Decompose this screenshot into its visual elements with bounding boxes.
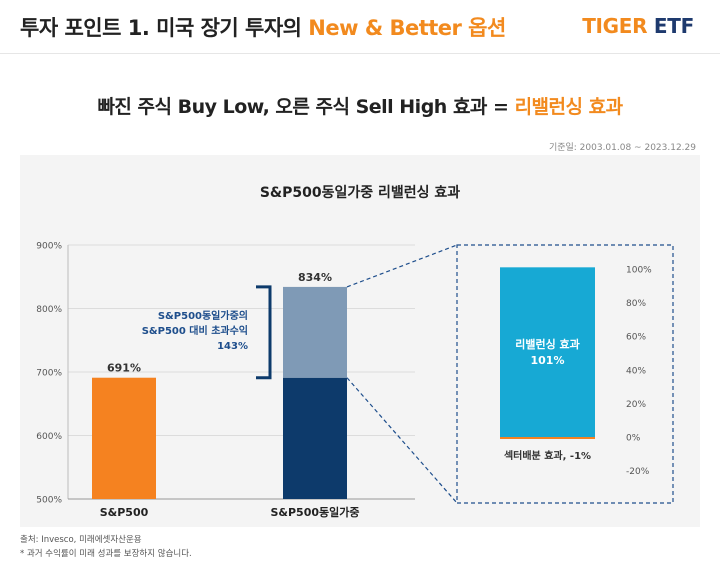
data-label-sp500: 691% <box>107 362 141 375</box>
data-label-equal-weight: 834% <box>298 271 332 284</box>
y2-tick-label: 80% <box>626 299 646 309</box>
logo-etf-text: ETF <box>647 14 694 38</box>
chart-panel: S&P500동일가중 리밸런싱 효과 500% 600% 700% 800% 900% 69… <box>20 155 700 527</box>
y-tick-label: 600% <box>36 432 62 442</box>
brand-logo: TIGER ETF <box>582 14 694 38</box>
headline-accent: 리밸런싱 효과 <box>514 96 624 118</box>
bar-sp500 <box>92 377 156 499</box>
y-tick-label: 500% <box>36 496 62 506</box>
header-divider <box>0 53 720 54</box>
excess-annotation-line: 143% <box>217 341 248 352</box>
x-label-sector-effect: 섹터배분 효과, -1% <box>504 449 591 462</box>
y2-tick-label: 40% <box>626 366 646 376</box>
chart-title: S&P500동일가중 리밸런싱 효과 <box>260 184 460 201</box>
page-title-accent: New & Better 옵션 <box>308 16 506 40</box>
chart-canvas: S&P500동일가중 리밸런싱 효과 500% 600% 700% 800% 900% 69… <box>36 184 674 519</box>
headline: 빠진 주식 Buy Low, 오른 주식 Sell High 효과 = 리밸런싱… <box>0 92 720 119</box>
y2-tick-label: 60% <box>626 333 646 343</box>
y-tick-label: 700% <box>36 369 62 379</box>
footnote-source: 출처: Invesco, 미래에셋자산운용 <box>20 535 142 545</box>
footnote-disclaimer: * 과거 수익률이 미래 성과를 보장하지 않습니다. <box>20 549 192 559</box>
y2-tick-label: 20% <box>626 400 646 410</box>
y-tick-label: 900% <box>36 242 62 252</box>
excess-annotation-line: S&P500 대비 초과수익 <box>142 324 248 337</box>
bar-label-rebalancing-value: 101% <box>531 354 565 367</box>
y2-tick-label: 100% <box>626 266 652 276</box>
bar-sector-effect <box>500 437 595 439</box>
zoom-connector-bottom <box>346 377 458 504</box>
zoom-connector-top <box>346 244 458 288</box>
page-title: 투자 포인트 1. 미국 장기 투자의 New & Better 옵션 <box>20 12 506 42</box>
zoom-box-frame <box>456 244 674 504</box>
bar-equal-weight-base <box>283 377 347 499</box>
y-tick-label: 800% <box>36 305 62 315</box>
y2-tick-label: 0% <box>626 434 641 444</box>
date-note: 기준일: 2003.01.08 ~ 2023.12.29 <box>548 143 696 153</box>
bar-label-rebalancing-name: 리밸런싱 효과 <box>515 337 580 351</box>
bar-rebalancing-effect <box>500 267 595 437</box>
logo-tiger-text: TIGER <box>582 14 648 38</box>
x-tick-label-equal-weight: S&P500동일가중 <box>270 505 359 519</box>
y2-tick-label: -20% <box>626 467 650 477</box>
bar-equal-weight-excess <box>283 286 347 378</box>
headline-main: 빠진 주식 Buy Low, 오른 주식 Sell High 효과 = <box>97 96 515 118</box>
x-tick-label-sp500: S&P500 <box>100 506 149 519</box>
excess-bracket <box>256 285 272 380</box>
excess-annotation-line: S&P500동일가중의 <box>158 309 248 322</box>
page-title-main: 투자 포인트 1. 미국 장기 투자의 <box>20 16 309 40</box>
